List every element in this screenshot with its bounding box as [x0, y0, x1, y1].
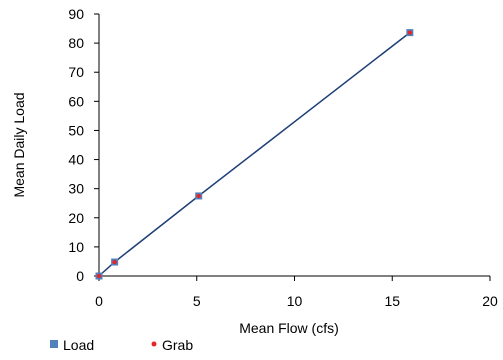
x-ticks: 0 5 10 15 20 [95, 276, 498, 309]
x-tick-label: 15 [384, 293, 400, 309]
y-tick-label: 60 [68, 93, 84, 109]
legend-label-grab: Grab [162, 337, 193, 353]
x-axis-title: Mean Flow (cfs) [239, 320, 339, 336]
y-tick-label: 40 [68, 152, 84, 168]
legend-marker-load [50, 340, 58, 348]
y-tick-label: 50 [68, 122, 84, 138]
plot-area [95, 29, 414, 280]
y-tick-label: 80 [68, 35, 84, 51]
y-tick-label: 20 [68, 210, 84, 226]
y-ticks: 0 10 20 30 40 50 60 70 80 90 [68, 6, 99, 284]
load-series-line [98, 32, 411, 277]
y-tick-label: 90 [68, 6, 84, 22]
grab-point [112, 259, 117, 265]
y-tick-label: 0 [76, 268, 84, 284]
grab-point [196, 193, 201, 199]
legend-marker-grab [151, 341, 157, 347]
y-axis-title: Mean Daily Load [11, 92, 27, 197]
grab-point [96, 273, 102, 279]
y-tick-label: 10 [68, 239, 84, 255]
y-tick-label: 70 [68, 64, 84, 80]
grab-point [407, 30, 413, 35]
y-axis: 0 10 20 30 40 50 60 70 80 90 [68, 6, 100, 284]
x-tick-label: 20 [482, 293, 498, 309]
x-tick-label: 0 [95, 293, 103, 309]
x-axis: 0 5 10 15 20 [95, 275, 498, 309]
x-tick-label: 10 [287, 293, 303, 309]
y-tick-label: 30 [68, 181, 84, 197]
legend-label-load: Load [63, 337, 94, 353]
x-tick-label: 5 [193, 293, 201, 309]
legend: Load Grab [50, 337, 193, 353]
